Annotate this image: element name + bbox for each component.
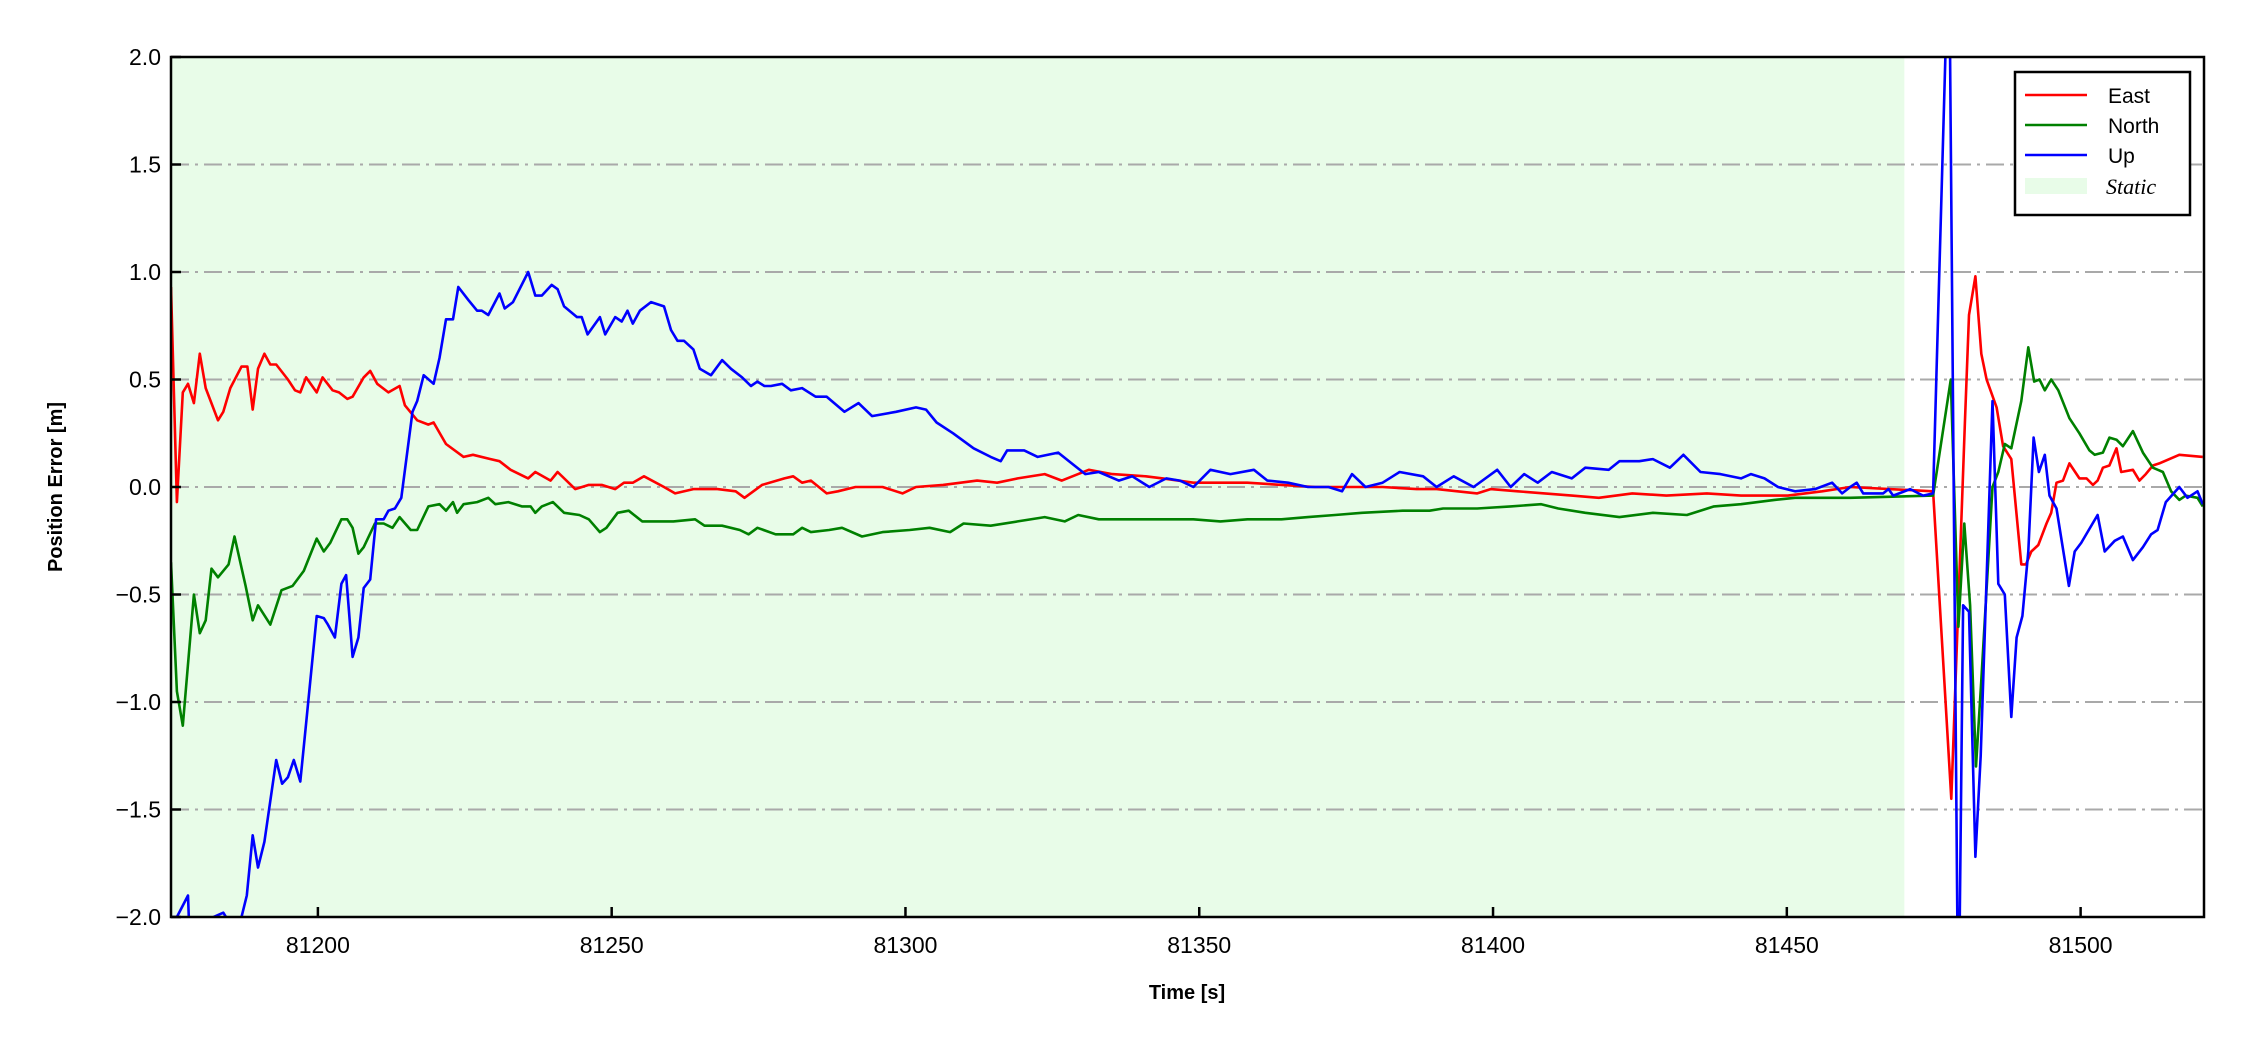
legend-east-label: East [2108,85,2150,108]
y-tick-label: −1.0 [116,689,161,715]
y-axis-label: Position Error [m] [45,402,67,572]
y-tick-label: −2.0 [116,904,161,930]
legend-north-label: North [2108,115,2159,138]
legend-static-swatch [2025,178,2087,194]
series-layer [171,57,2204,917]
y-tick-labels: 2.0 1.5 1.0 0.5 0.0 −0.5 −1.0 −1.5 −2.0 [116,44,161,930]
series-line-east [171,274,2203,801]
x-tick-label: 81200 [286,932,350,958]
axis-ticks [171,55,2082,919]
x-tick-label: 81300 [873,932,937,958]
x-tick-label: 81500 [2049,932,2113,958]
x-tick-labels: 81200 81250 81300 81350 81400 81450 81500 [286,932,2113,958]
x-tick-label: 81250 [580,932,644,958]
legend: East North Up Static [2013,70,2192,217]
series-line-up [171,57,2204,917]
y-tick-label: 2.0 [129,44,161,70]
y-tick-label: 1.0 [129,259,161,285]
legend-static-label: Static [2106,174,2156,199]
x-tick-label: 81450 [1755,932,1819,958]
x-tick-label: 81400 [1461,932,1525,958]
y-tick-label: −1.5 [116,797,161,823]
gridlines [171,163,2204,811]
y-tick-label: 1.5 [129,152,161,178]
y-tick-label: −0.5 [116,582,161,608]
series-line-north [171,345,2204,768]
y-tick-label: 0.5 [129,367,161,393]
legend-up-label: Up [2108,145,2135,168]
x-axis-label: Time [s] [1149,982,1225,1004]
x-tick-label: 81350 [1167,932,1231,958]
y-tick-label: 0.0 [129,474,161,500]
